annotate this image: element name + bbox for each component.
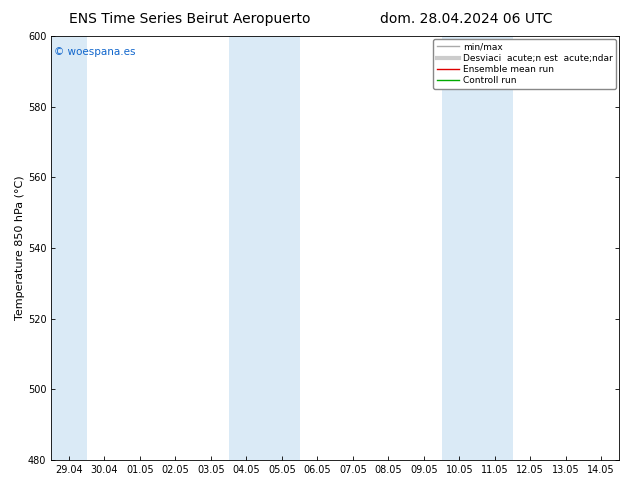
Bar bbox=[51, 36, 87, 460]
Text: ENS Time Series Beirut Aeropuerto: ENS Time Series Beirut Aeropuerto bbox=[70, 12, 311, 26]
Bar bbox=[229, 36, 300, 460]
Text: dom. 28.04.2024 06 UTC: dom. 28.04.2024 06 UTC bbox=[380, 12, 552, 26]
Bar bbox=[442, 36, 512, 460]
Text: © woespana.es: © woespana.es bbox=[54, 47, 136, 57]
Y-axis label: Temperature 850 hPa (°C): Temperature 850 hPa (°C) bbox=[15, 176, 25, 320]
Legend: min/max, Desviaci  acute;n est  acute;ndar, Ensemble mean run, Controll run: min/max, Desviaci acute;n est acute;ndar… bbox=[433, 39, 616, 89]
